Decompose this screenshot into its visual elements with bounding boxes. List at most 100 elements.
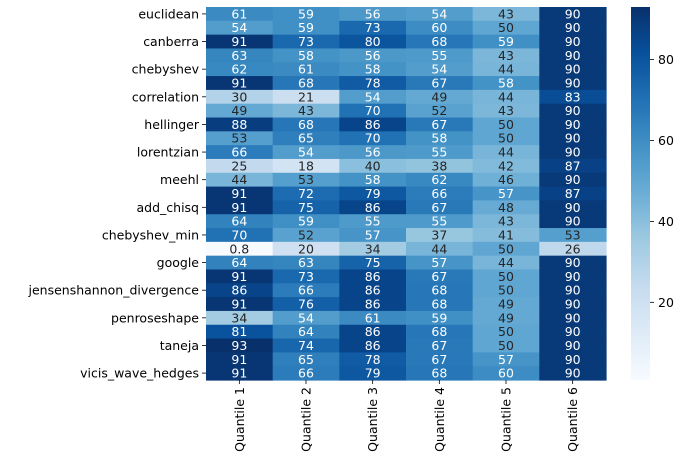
heatmap-cell xyxy=(206,338,274,353)
cell-value-label: 70 xyxy=(231,227,247,242)
cell-value-label: 58 xyxy=(365,62,381,77)
heatmap-cell xyxy=(539,241,607,257)
heatmap-cell xyxy=(339,200,407,215)
heatmap-cell xyxy=(339,103,407,119)
cell-value-label: 59 xyxy=(298,214,314,229)
cell-value-label: 49 xyxy=(231,103,247,118)
cell-value-label: 79 xyxy=(365,186,381,201)
heatmap-cell xyxy=(339,297,407,312)
heatmap-cell xyxy=(339,324,407,340)
heatmap-cell xyxy=(206,34,274,50)
heatmap-cell xyxy=(206,352,274,367)
cell-value-label: 90 xyxy=(565,48,581,63)
cell-value-label: 73 xyxy=(298,34,314,49)
cell-value-label: 43 xyxy=(498,103,514,118)
heatmap-cell xyxy=(539,48,607,63)
cell-value-label: 54 xyxy=(231,20,247,35)
heatmap-cell xyxy=(206,20,274,36)
heatmap-cell xyxy=(339,145,407,160)
cell-value-label: 61 xyxy=(365,310,381,325)
cell-value-label: 56 xyxy=(365,6,381,21)
cell-value-label: 53 xyxy=(298,172,314,187)
heatmap-cell xyxy=(272,366,340,381)
cell-value-label: 91 xyxy=(231,297,247,312)
cell-value-label: 81 xyxy=(231,324,247,339)
heatmap-cell xyxy=(539,200,607,215)
cell-value-label: 65 xyxy=(298,131,314,146)
cell-value-label: 86 xyxy=(365,117,381,132)
heatmap-cell xyxy=(406,186,474,201)
heatmap-cell xyxy=(339,269,407,284)
cell-value-label: 90 xyxy=(565,297,581,312)
cell-value-label: 67 xyxy=(431,338,447,353)
heatmap-cell xyxy=(406,89,474,105)
heatmap-cell xyxy=(472,214,540,229)
cell-value-label: 68 xyxy=(431,283,447,298)
cell-value-label: 18 xyxy=(298,158,314,173)
cell-value-label: 90 xyxy=(565,20,581,35)
cell-value-label: 87 xyxy=(565,186,581,201)
heatmap-cell xyxy=(539,76,607,91)
cell-value-label: 55 xyxy=(431,145,447,160)
heatmap-cell xyxy=(206,283,274,298)
x-tick-label: Quantile 3 xyxy=(365,387,380,452)
cell-value-label: 91 xyxy=(231,34,247,49)
cell-value-label: 50 xyxy=(498,117,514,132)
heatmap-cell xyxy=(406,228,474,243)
heatmap-cell xyxy=(272,117,340,132)
heatmap-cell xyxy=(206,145,274,160)
heatmap-cell xyxy=(472,7,540,22)
heatmap-cell xyxy=(339,20,407,36)
heatmap-cell xyxy=(206,228,274,243)
heatmap-cell xyxy=(206,48,274,63)
cell-value-label: 90 xyxy=(565,34,581,49)
heatmap-cell xyxy=(539,324,607,340)
heatmap-cell xyxy=(472,62,540,77)
heatmap-cell xyxy=(539,228,607,243)
heatmap-cell xyxy=(539,103,607,119)
cell-value-label: 58 xyxy=(298,48,314,63)
heatmap-cell xyxy=(339,366,407,381)
heatmap-cell xyxy=(472,186,540,201)
y-tick-label: penroseshape xyxy=(111,310,199,325)
heatmap-cell xyxy=(339,117,407,132)
heatmap-cell xyxy=(339,172,407,188)
cell-value-label: 91 xyxy=(231,200,247,215)
heatmap-cell xyxy=(472,324,540,340)
heatmap-cell xyxy=(206,172,274,188)
heatmap-cell xyxy=(539,366,607,381)
cell-value-label: 90 xyxy=(565,131,581,146)
heatmap-cell xyxy=(539,62,607,77)
x-tick-label: Quantile 1 xyxy=(232,387,247,452)
cell-value-label: 74 xyxy=(298,338,314,353)
heatmap-cell xyxy=(539,310,607,326)
heatmap-cell xyxy=(539,172,607,188)
cell-value-label: 57 xyxy=(498,352,514,367)
heatmap-cell xyxy=(339,89,407,105)
y-tick-label: lorentzian xyxy=(137,145,199,160)
heatmap-cell xyxy=(406,76,474,91)
heatmap-cell xyxy=(406,269,474,284)
cell-value-label: 68 xyxy=(431,324,447,339)
cell-value-label: 50 xyxy=(498,241,514,256)
heatmap-cell xyxy=(272,241,340,257)
heatmap-cell xyxy=(272,324,340,340)
x-tick-label: Quantile 2 xyxy=(299,387,314,452)
heatmap-cell xyxy=(272,48,340,63)
cell-value-label: 54 xyxy=(298,310,314,325)
cell-value-label: 88 xyxy=(231,117,247,132)
cell-value-label: 57 xyxy=(431,255,447,270)
cell-value-label: 57 xyxy=(365,227,381,242)
y-tick-label: meehl xyxy=(160,172,199,187)
cell-value-label: 49 xyxy=(431,89,447,104)
cell-value-label: 64 xyxy=(298,324,314,339)
heatmap-cell xyxy=(406,145,474,160)
heatmap-cell xyxy=(539,352,607,367)
heatmap-cell xyxy=(539,186,607,201)
cell-value-label: 76 xyxy=(298,297,314,312)
heatmap-cell xyxy=(406,352,474,367)
heatmap-cell xyxy=(406,131,474,146)
y-tick-label: add_chisq xyxy=(137,200,200,215)
heatmap-cell xyxy=(272,89,340,105)
